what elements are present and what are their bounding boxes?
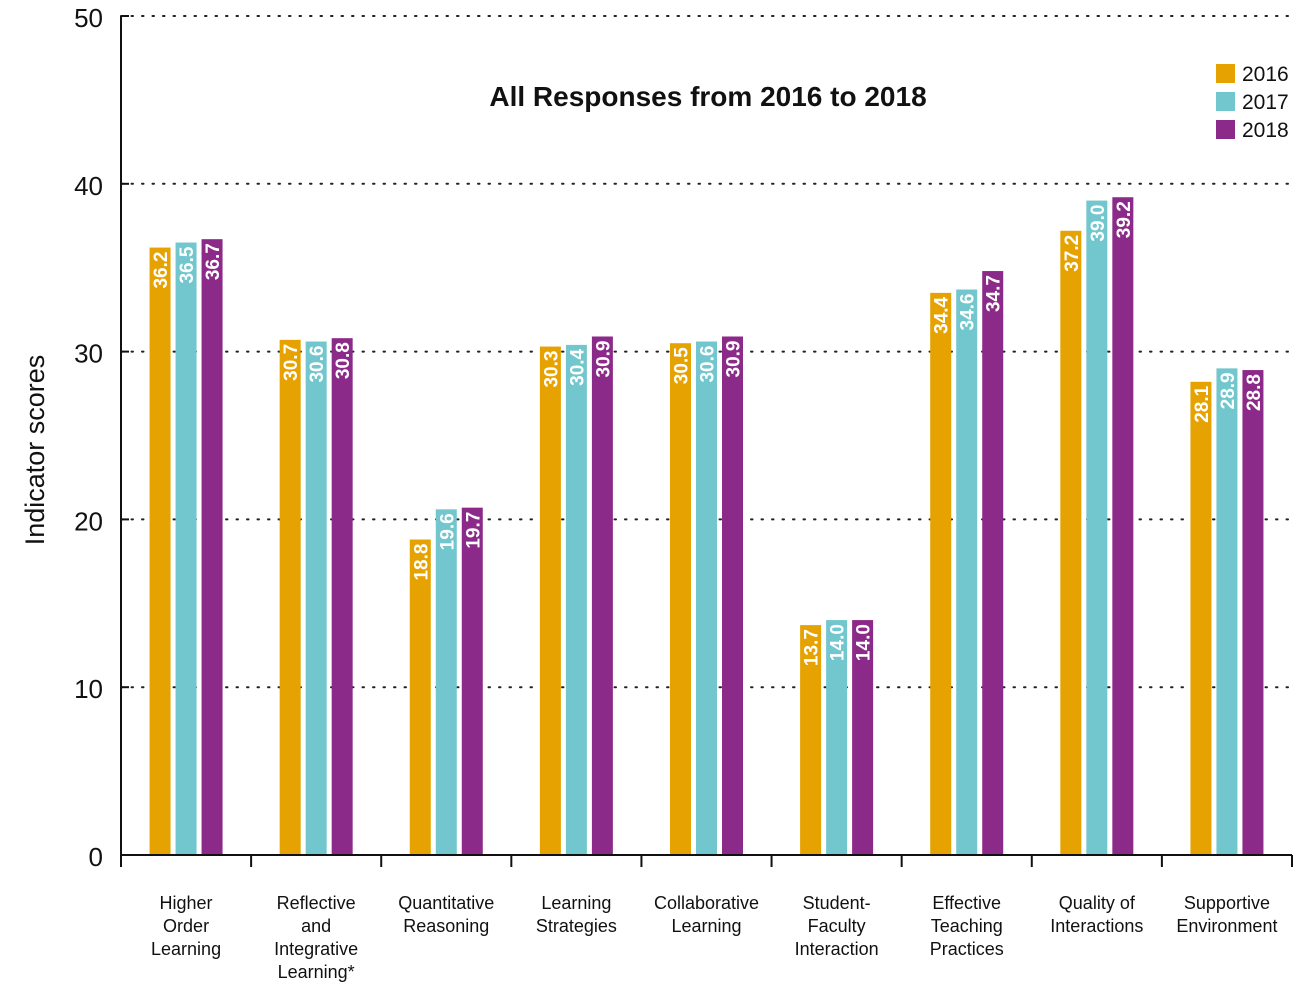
bar-2018: [201, 239, 223, 855]
x-tick-label: Student-Faculty Interaction: [795, 893, 879, 959]
bar-2016: [279, 339, 301, 855]
data-label: 18.8: [411, 544, 432, 581]
legend-label: 2017: [1242, 91, 1289, 114]
y-tick-label: 40: [74, 171, 103, 201]
x-tick-label: Learning Strategies: [536, 893, 617, 936]
y-tick-label: 30: [74, 339, 103, 369]
bar-2017: [696, 341, 717, 856]
axes: 0 10 20 30 40 50 Higher Order Learning Reflective…: [74, 3, 1293, 982]
data-label: 30.9: [724, 340, 745, 377]
y-tick-label: 10: [74, 674, 103, 704]
legend-label: 2016: [1242, 63, 1289, 86]
bar-2018: [852, 620, 874, 855]
bars: 36.2 30.7 18.8 30.3 30.5 13.7 34.4 37.2 28.1 36.5…: [149, 197, 1265, 856]
legend-label: 2018: [1242, 119, 1289, 142]
x-tick-label: Collaborative Learning: [654, 893, 759, 936]
bar-2016: [539, 346, 561, 855]
data-label: 36.5: [177, 246, 198, 283]
bar-2017: [305, 341, 327, 856]
data-label: 34.6: [958, 294, 979, 331]
data-label: 13.7: [802, 629, 823, 666]
bar-2017: [1216, 368, 1238, 855]
legend: 2016 2017 2018: [1216, 63, 1289, 142]
data-label: 14.0: [828, 624, 849, 661]
x-tick-label: Quality of Interactions: [1050, 893, 1143, 936]
x-tick-label: Effective Teaching Practices: [930, 893, 1004, 959]
bar-2018: [591, 336, 613, 855]
chart-title: All Responses from 2016 to 2018: [489, 81, 926, 112]
bar-2018: [1112, 197, 1134, 855]
bar-2017: [1086, 200, 1108, 855]
data-label: 34.7: [984, 275, 1005, 312]
y-axis-label: Indicator scores: [20, 355, 50, 546]
data-label: 39.0: [1088, 205, 1109, 242]
bar-2018: [461, 507, 483, 855]
bar-2016: [409, 539, 431, 855]
bar-2016: [1060, 230, 1082, 855]
legend-swatch-2018: [1216, 120, 1235, 139]
data-label: 36.7: [203, 243, 224, 280]
data-label: 30.6: [307, 346, 328, 383]
data-label: 36.2: [151, 252, 172, 289]
y-tick-label: 0: [89, 842, 103, 872]
bar-2017: [565, 344, 587, 855]
bar-2018: [1242, 370, 1264, 855]
y-tick-label: 20: [74, 506, 103, 536]
data-label: 30.7: [281, 344, 302, 381]
bar-2016: [930, 292, 952, 855]
data-label: 39.2: [1114, 201, 1135, 238]
data-label: 28.9: [1218, 372, 1239, 409]
legend-swatch-2016: [1216, 64, 1235, 83]
bar-2016: [670, 343, 691, 855]
bar-2017: [826, 620, 848, 855]
data-label: 14.0: [854, 624, 875, 661]
x-tick-label: Supportive Environment: [1176, 893, 1277, 936]
legend-swatch-2017: [1216, 92, 1235, 111]
data-label: 30.9: [593, 340, 614, 377]
x-tick-label: Reflective and Integrative Learning*: [274, 893, 358, 982]
y-tick-label: 50: [74, 3, 103, 33]
data-label: 30.4: [567, 348, 588, 385]
data-label: 30.6: [698, 346, 719, 383]
bar-2017: [435, 509, 457, 855]
data-label: 19.7: [463, 512, 484, 549]
data-label: 30.5: [672, 347, 693, 384]
bar-2016: [800, 625, 822, 855]
bar-2016: [1190, 381, 1212, 855]
bar-2018: [982, 271, 1004, 855]
bar-2016: [149, 247, 171, 856]
bar-2018: [331, 338, 353, 855]
bar-2017: [175, 242, 197, 855]
bar-2018: [722, 336, 743, 855]
data-label: 30.8: [333, 342, 354, 379]
data-label: 30.3: [541, 351, 562, 388]
data-label: 37.2: [1062, 235, 1083, 272]
data-label: 28.8: [1244, 374, 1265, 411]
data-label: 19.6: [437, 513, 458, 550]
x-tick-label: Higher Order Learning: [151, 893, 221, 959]
data-label: 34.4: [932, 296, 953, 333]
x-tick-label: Quantitative Reasoning: [398, 893, 494, 936]
bar-2017: [956, 289, 978, 855]
data-label: 28.1: [1192, 385, 1213, 422]
